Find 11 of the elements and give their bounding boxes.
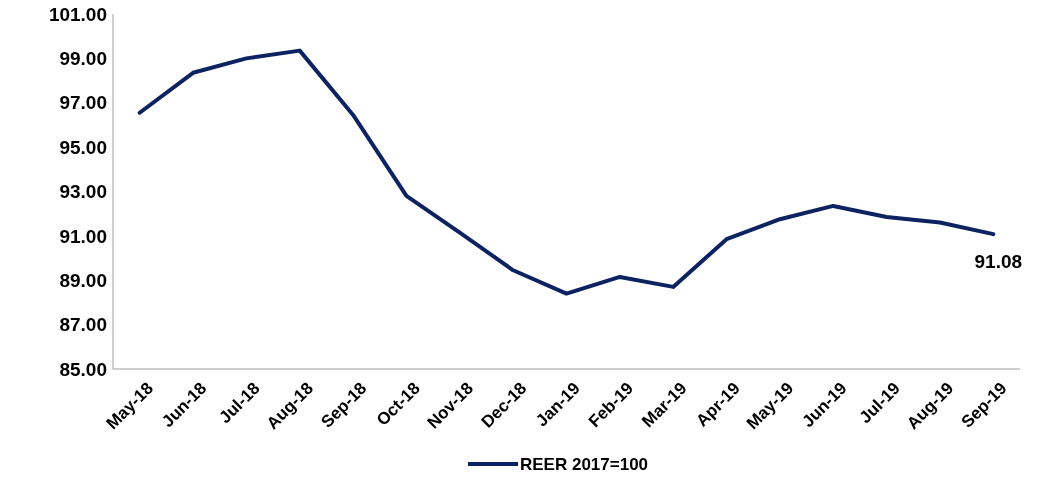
- y-tick-label: 99.00: [59, 48, 107, 70]
- y-tick-label: 87.00: [59, 314, 107, 336]
- y-tick-label: 85.00: [59, 358, 107, 380]
- legend-label: REER 2017=100: [520, 454, 649, 474]
- y-tick-label: 91.00: [59, 225, 107, 247]
- y-tick-label: 97.00: [59, 92, 107, 114]
- y-tick-label: 101.00: [48, 3, 107, 25]
- y-tick-label: 95.00: [59, 136, 107, 158]
- y-tick-label: 89.00: [59, 269, 107, 291]
- y-tick-label: 93.00: [59, 181, 107, 203]
- data-label: 91.08: [974, 251, 1023, 273]
